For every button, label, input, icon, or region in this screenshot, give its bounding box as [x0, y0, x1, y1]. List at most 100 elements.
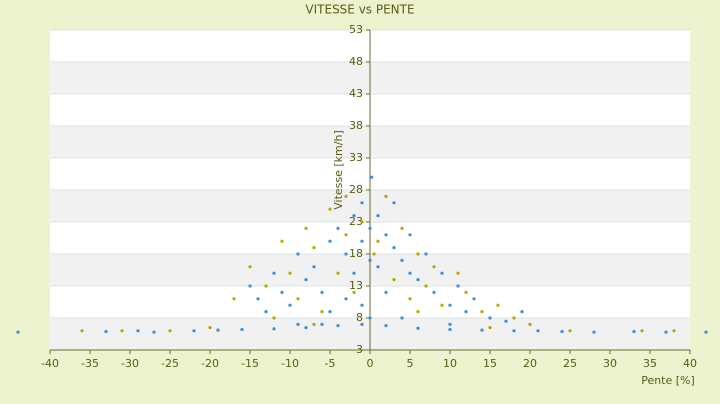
- point: [480, 328, 484, 332]
- point: [360, 220, 364, 224]
- point: [80, 329, 84, 333]
- point: [288, 303, 292, 307]
- point: [328, 207, 332, 211]
- y-tick-label: 53: [349, 23, 363, 36]
- point: [416, 278, 420, 282]
- y-axis-title: Vitesse [km/h]: [332, 130, 345, 210]
- point: [120, 329, 124, 333]
- y-tick-label: 48: [349, 55, 363, 68]
- point: [312, 322, 316, 326]
- point: [272, 327, 276, 331]
- point: [336, 324, 340, 328]
- point: [152, 330, 156, 334]
- point: [392, 278, 396, 282]
- point: [368, 258, 372, 262]
- point: [376, 265, 380, 269]
- x-axis-title: Pente [%]: [641, 374, 695, 387]
- point: [432, 265, 436, 269]
- x-tick-label: 20: [523, 357, 537, 370]
- point: [416, 326, 420, 330]
- point: [272, 316, 276, 320]
- point: [424, 284, 428, 288]
- x-tick-label: -20: [201, 357, 219, 370]
- point: [280, 290, 284, 294]
- x-tick-label: 40: [683, 357, 697, 370]
- point: [312, 246, 316, 250]
- point: [232, 297, 236, 301]
- point: [320, 310, 324, 314]
- point: [376, 214, 380, 218]
- x-tick-label: 0: [367, 357, 374, 370]
- y-tick-label: 3: [356, 343, 363, 356]
- x-tick-label: -35: [81, 357, 99, 370]
- point: [408, 297, 412, 301]
- point: [264, 284, 268, 288]
- chart-title: VITESSE vs PENTE: [305, 3, 414, 17]
- point: [488, 326, 492, 330]
- point: [360, 303, 364, 307]
- point: [296, 252, 300, 256]
- point: [344, 297, 348, 301]
- point: [272, 271, 276, 275]
- point: [672, 329, 676, 333]
- point: [432, 290, 436, 294]
- point: [528, 322, 532, 326]
- point: [288, 271, 292, 275]
- x-tick-label: 5: [407, 357, 414, 370]
- x-tick-label: 15: [483, 357, 497, 370]
- point: [104, 329, 108, 334]
- point: [424, 252, 428, 256]
- point: [448, 322, 452, 326]
- y-tick-label: 38: [349, 119, 363, 132]
- point: [480, 310, 484, 314]
- y-tick-label: 18: [349, 247, 363, 260]
- x-tick-label: 35: [643, 357, 657, 370]
- point: [440, 271, 444, 275]
- point: [664, 330, 668, 334]
- x-tick-label: -30: [121, 357, 139, 370]
- point: [640, 329, 644, 333]
- y-tick-label: 23: [349, 215, 363, 228]
- point: [370, 175, 374, 179]
- point: [400, 226, 404, 230]
- point: [328, 310, 332, 314]
- point: [372, 252, 376, 256]
- point: [448, 303, 452, 307]
- point: [488, 316, 492, 320]
- point: [632, 329, 636, 334]
- point: [208, 326, 212, 330]
- point: [568, 329, 572, 333]
- point: [400, 316, 404, 320]
- point: [256, 297, 260, 301]
- point: [384, 194, 388, 198]
- point: [512, 316, 516, 320]
- point: [136, 329, 140, 333]
- x-tick-label: 30: [603, 357, 617, 370]
- y-tick-label: 33: [349, 151, 363, 164]
- point: [304, 326, 308, 330]
- point: [384, 233, 388, 237]
- y-tick-label: 8: [356, 311, 363, 324]
- point: [416, 310, 420, 314]
- point: [344, 194, 348, 198]
- x-tick-label: -5: [325, 357, 336, 370]
- point: [560, 329, 564, 334]
- point: [336, 271, 340, 275]
- point: [592, 330, 596, 334]
- point: [408, 233, 412, 237]
- x-tick-label: -15: [241, 357, 259, 370]
- y-tick-label: 13: [349, 279, 363, 292]
- y-tick-label: 28: [349, 183, 363, 196]
- point: [456, 271, 460, 275]
- point: [520, 310, 524, 314]
- point: [248, 284, 252, 288]
- point: [360, 239, 364, 243]
- point: [280, 239, 284, 243]
- point: [352, 271, 356, 275]
- point: [392, 201, 396, 205]
- point: [296, 297, 300, 301]
- y-tick-label: 43: [349, 87, 363, 100]
- point: [168, 329, 172, 333]
- point: [248, 265, 252, 269]
